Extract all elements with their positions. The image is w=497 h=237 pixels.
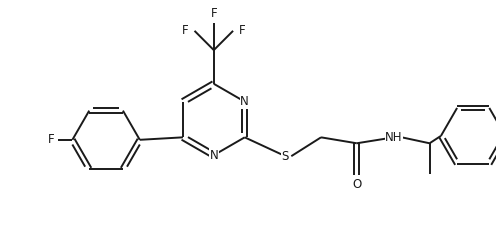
Text: N: N [241,95,249,108]
Text: F: F [48,133,55,146]
Text: NH: NH [385,131,403,144]
Text: O: O [352,178,361,191]
Text: F: F [211,7,217,20]
Text: F: F [182,24,189,37]
Text: S: S [282,150,289,163]
Text: N: N [209,149,218,162]
Text: F: F [239,24,246,37]
